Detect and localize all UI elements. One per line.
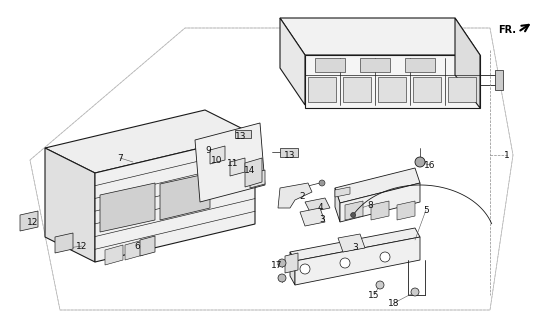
Circle shape [319,180,325,186]
Text: 4: 4 [317,203,323,212]
Polygon shape [340,183,420,222]
Polygon shape [245,158,262,187]
Text: 14: 14 [244,165,256,174]
Bar [280,148,298,157]
Circle shape [340,258,350,268]
Circle shape [351,212,356,218]
Bar [413,77,441,102]
Polygon shape [230,158,245,176]
Polygon shape [290,228,420,261]
Text: 16: 16 [424,161,435,170]
Text: 3: 3 [352,243,358,252]
Text: 6: 6 [134,242,140,251]
Polygon shape [335,168,420,203]
Text: 5: 5 [423,205,429,214]
Polygon shape [345,201,363,220]
Text: 8: 8 [367,201,373,210]
Circle shape [380,252,390,262]
Circle shape [278,274,286,282]
Polygon shape [140,236,155,256]
Polygon shape [305,55,480,108]
Polygon shape [300,208,325,226]
Text: 9: 9 [205,146,211,155]
Text: 18: 18 [388,299,400,308]
Polygon shape [20,211,38,231]
Bar [448,77,476,102]
Bar [235,130,251,138]
Bar [315,58,345,72]
Circle shape [411,288,419,296]
Text: 2: 2 [299,191,305,201]
Polygon shape [397,201,415,220]
Polygon shape [160,173,210,220]
Circle shape [376,281,384,289]
Circle shape [415,157,425,167]
Polygon shape [371,201,389,220]
Polygon shape [280,18,305,105]
Polygon shape [45,110,255,173]
Text: 12: 12 [27,218,39,227]
Text: 12: 12 [77,242,87,251]
Polygon shape [285,253,298,273]
Text: 17: 17 [272,260,283,269]
Polygon shape [195,123,265,202]
Text: FR.: FR. [498,25,516,35]
Bar [343,77,371,102]
Polygon shape [125,240,143,260]
Circle shape [300,264,310,274]
Text: 1: 1 [504,150,510,159]
Bar [495,70,503,90]
Polygon shape [55,233,73,253]
Text: 13: 13 [235,132,247,140]
Bar [378,77,406,102]
Polygon shape [335,188,340,222]
Circle shape [278,259,286,267]
Text: 13: 13 [284,150,296,159]
Polygon shape [210,146,225,164]
Polygon shape [100,183,155,232]
Polygon shape [280,18,480,55]
Polygon shape [278,183,312,208]
Polygon shape [95,135,255,262]
Polygon shape [338,234,365,252]
Text: 11: 11 [228,158,239,167]
Polygon shape [455,18,480,108]
Polygon shape [105,245,123,265]
Polygon shape [290,252,295,285]
Polygon shape [335,187,350,197]
Polygon shape [305,198,330,212]
Text: 7: 7 [117,154,123,163]
Bar [405,58,435,72]
Bar [360,58,390,72]
Text: 10: 10 [211,156,223,164]
Polygon shape [45,148,95,262]
Text: 15: 15 [368,291,380,300]
Polygon shape [295,237,420,285]
Text: 3: 3 [319,214,325,223]
Bar [308,77,336,102]
Polygon shape [250,170,265,188]
